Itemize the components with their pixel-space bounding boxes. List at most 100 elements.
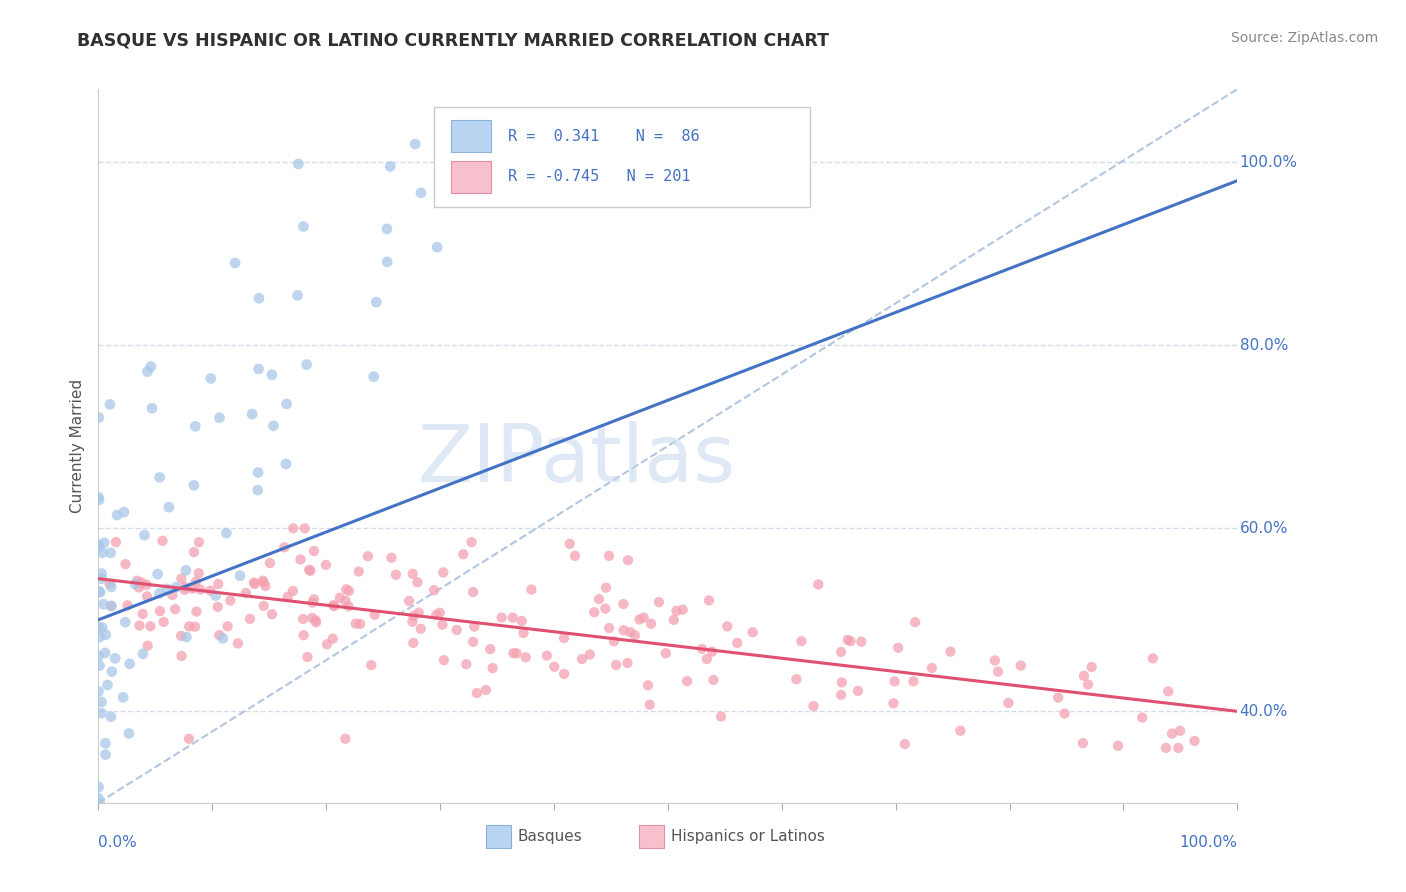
Point: [262, 418, 284, 433]
Point: [131, 607, 153, 621]
Point: [1073, 669, 1095, 683]
Point: [124, 577, 146, 591]
Point: [87, 791, 110, 805]
Point: [252, 575, 274, 590]
Point: [290, 552, 312, 566]
Point: [87, 620, 110, 634]
Point: [402, 636, 425, 650]
Point: [633, 610, 655, 624]
Point: [149, 470, 172, 484]
Point: [240, 407, 263, 421]
Point: [316, 637, 339, 651]
Point: [894, 737, 917, 751]
Point: [446, 623, 468, 637]
Point: [188, 582, 211, 597]
Point: [617, 553, 640, 567]
Point: [215, 526, 238, 541]
Y-axis label: Currently Married: Currently Married: [70, 379, 86, 513]
Point: [882, 696, 904, 710]
Point: [246, 483, 269, 497]
Point: [299, 564, 322, 578]
Point: [135, 578, 157, 592]
Point: [406, 575, 429, 590]
Point: [184, 419, 207, 434]
Point: [217, 619, 239, 633]
Point: [87, 780, 110, 794]
Point: [181, 582, 204, 596]
Point: [170, 572, 193, 586]
Bar: [485, 825, 510, 847]
Point: [335, 731, 357, 746]
Point: [277, 590, 299, 604]
Bar: [640, 825, 665, 847]
Point: [515, 650, 537, 665]
Point: [613, 624, 636, 638]
Point: [200, 371, 222, 385]
Point: [583, 605, 606, 619]
Point: [433, 653, 456, 667]
Point: [846, 684, 869, 698]
Point: [176, 630, 198, 644]
Point: [141, 401, 163, 416]
Point: [90, 695, 112, 709]
Point: [302, 592, 325, 607]
Point: [595, 601, 617, 615]
Point: [460, 535, 482, 549]
Point: [558, 537, 581, 551]
Point: [360, 658, 382, 673]
Point: [131, 575, 153, 590]
Point: [479, 642, 502, 657]
Point: [1130, 710, 1153, 724]
Text: 80.0%: 80.0%: [1240, 338, 1288, 353]
Point: [463, 635, 485, 649]
Point: [253, 599, 276, 613]
Point: [1077, 677, 1099, 691]
Point: [512, 626, 534, 640]
Text: ZIPatlas: ZIPatlas: [418, 421, 735, 500]
Point: [125, 574, 148, 588]
Point: [571, 652, 593, 666]
Point: [235, 586, 257, 600]
Point: [98, 397, 121, 411]
Text: Source: ZipAtlas.com: Source: ZipAtlas.com: [1230, 31, 1378, 45]
Point: [301, 596, 323, 610]
Point: [247, 291, 270, 305]
Point: [114, 615, 136, 630]
Point: [939, 645, 962, 659]
Point: [94, 747, 117, 762]
Point: [304, 613, 326, 627]
Point: [463, 620, 485, 634]
Point: [949, 723, 972, 738]
Point: [100, 599, 122, 613]
Point: [363, 369, 385, 384]
Point: [375, 222, 398, 236]
Point: [204, 589, 226, 603]
Point: [212, 632, 235, 646]
Point: [398, 594, 420, 608]
Point: [93, 536, 115, 550]
Point: [207, 577, 229, 591]
Point: [741, 625, 763, 640]
Point: [696, 652, 718, 666]
Point: [598, 549, 620, 563]
Point: [98, 577, 121, 591]
Point: [301, 611, 323, 625]
Point: [903, 674, 925, 689]
Point: [553, 631, 575, 645]
Point: [409, 622, 432, 636]
Point: [179, 619, 201, 633]
Point: [90, 706, 112, 720]
Point: [803, 699, 825, 714]
Point: [1157, 684, 1180, 698]
Point: [89, 658, 111, 673]
Point: [287, 157, 309, 171]
Point: [96, 678, 118, 692]
Point: [595, 581, 617, 595]
Point: [188, 535, 211, 549]
Point: [1161, 726, 1184, 740]
Point: [510, 614, 533, 628]
Point: [648, 595, 671, 609]
Point: [94, 628, 117, 642]
Point: [349, 616, 371, 631]
Point: [357, 549, 380, 564]
